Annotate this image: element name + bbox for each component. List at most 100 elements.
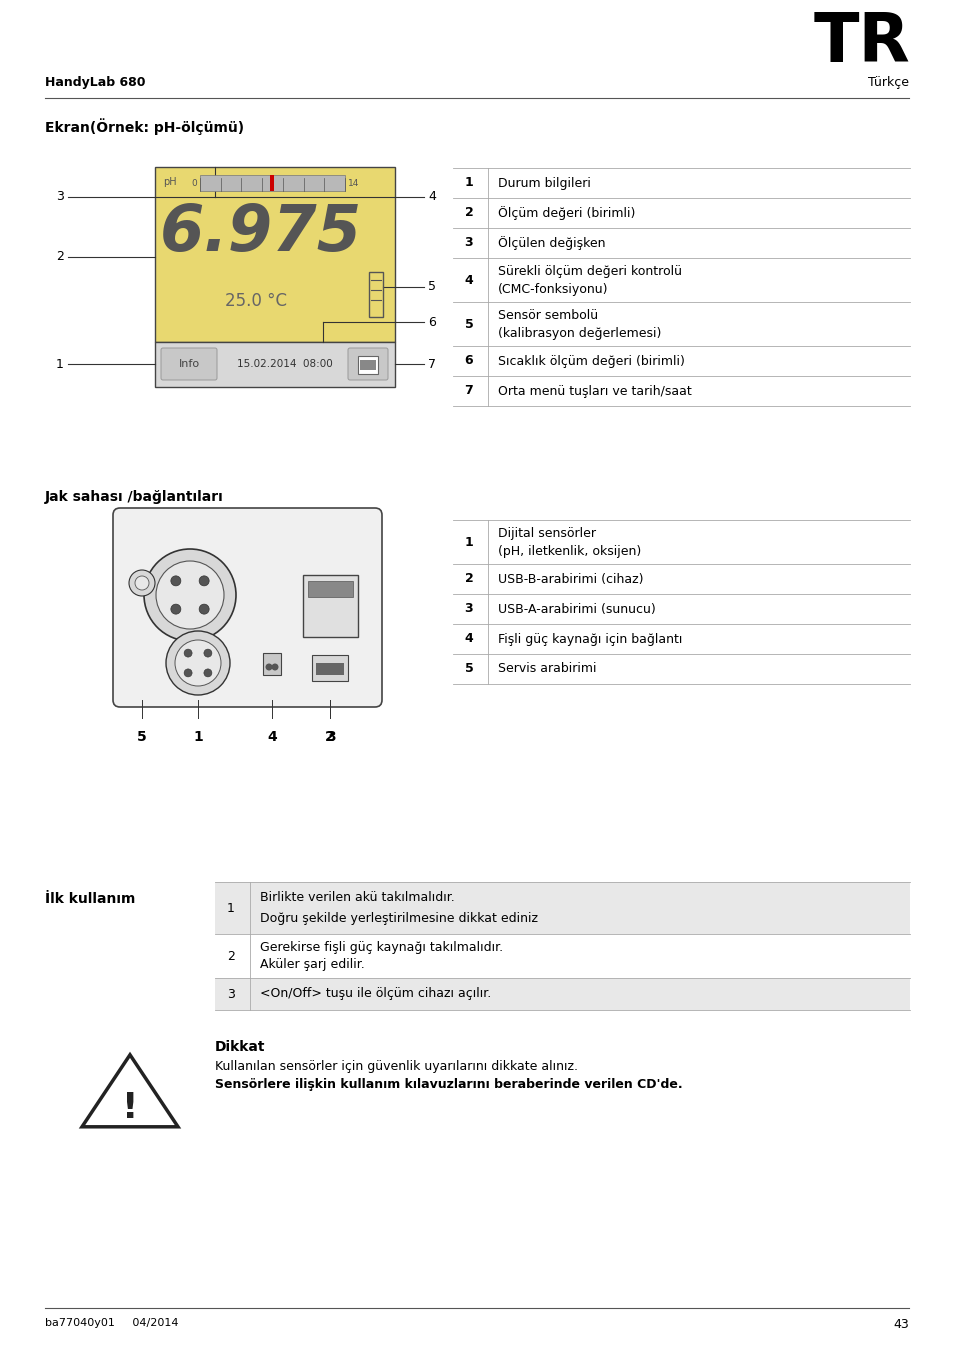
Text: Fişli güç kaynağı için bağlantı: Fişli güç kaynağı için bağlantı (497, 633, 681, 645)
Bar (303, 575, 357, 637)
Circle shape (204, 668, 212, 676)
Text: 2: 2 (56, 251, 64, 263)
Text: Ölçüm değeri (birimli): Ölçüm değeri (birimli) (497, 207, 635, 220)
Text: 43: 43 (892, 1318, 908, 1331)
Circle shape (199, 576, 209, 586)
Circle shape (265, 663, 273, 671)
Bar (270, 176, 274, 190)
Text: 7: 7 (464, 385, 473, 397)
Text: 1: 1 (227, 902, 234, 914)
Bar (359, 360, 375, 370)
Circle shape (135, 576, 149, 590)
Circle shape (166, 630, 230, 695)
Text: 4: 4 (428, 190, 436, 204)
Text: 6: 6 (428, 316, 436, 328)
Circle shape (184, 649, 192, 657)
FancyBboxPatch shape (112, 508, 381, 707)
Text: Info: Info (178, 359, 199, 369)
Text: 1: 1 (464, 177, 473, 189)
Text: TR: TR (812, 9, 909, 76)
Text: pH: pH (163, 177, 176, 188)
Text: Aküler şarj edilir.: Aküler şarj edilir. (260, 958, 364, 971)
Text: 0: 0 (191, 178, 196, 188)
Bar (263, 653, 281, 675)
Circle shape (144, 549, 235, 641)
Text: Kullanılan sensörler için güvenlik uyarılarını dikkate alınız.: Kullanılan sensörler için güvenlik uyarı… (214, 1060, 578, 1073)
Text: 4: 4 (464, 274, 473, 286)
Text: 5: 5 (137, 730, 147, 744)
Bar (200, 176, 345, 190)
Bar (369, 271, 382, 317)
Bar (312, 655, 348, 680)
Text: Ölçülen değişken: Ölçülen değişken (497, 236, 605, 250)
Text: (kalibrasyon değerlemesi): (kalibrasyon değerlemesi) (497, 327, 660, 340)
Text: 4: 4 (464, 633, 473, 645)
Bar (214, 977, 909, 1010)
Text: İlk kullanım: İlk kullanım (45, 892, 135, 906)
FancyBboxPatch shape (348, 348, 388, 379)
Circle shape (184, 668, 192, 676)
Text: 2: 2 (227, 949, 234, 963)
Text: Birlikte verilen akü takılmalıdır.: Birlikte verilen akü takılmalıdır. (260, 891, 455, 904)
Text: USB-B-arabirimi (cihaz): USB-B-arabirimi (cihaz) (497, 572, 643, 586)
Text: Ekran(Örnek: pH-ölçümü): Ekran(Örnek: pH-ölçümü) (45, 117, 244, 135)
Text: Sürekli ölçüm değeri kontrolü: Sürekli ölçüm değeri kontrolü (497, 265, 681, 278)
Text: Sıcaklık ölçüm değeri (birimli): Sıcaklık ölçüm değeri (birimli) (497, 355, 684, 367)
Text: USB-A-arabirimi (sunucu): USB-A-arabirimi (sunucu) (497, 602, 655, 616)
Text: 1: 1 (193, 730, 203, 744)
Text: (pH, iletkenlik, oksijen): (pH, iletkenlik, oksijen) (497, 545, 640, 558)
Text: 5: 5 (428, 281, 436, 293)
Circle shape (156, 562, 224, 629)
Text: 14: 14 (348, 178, 359, 188)
Text: 1: 1 (56, 358, 64, 370)
Text: Durum bilgileri: Durum bilgileri (497, 177, 590, 189)
Text: Sensörlere ilişkin kullanım kılavuzlarını beraberinde verilen CD'de.: Sensörlere ilişkin kullanım kılavuzların… (214, 1079, 682, 1091)
Text: Türkçe: Türkçe (867, 76, 908, 89)
Text: 6.975: 6.975 (159, 202, 361, 265)
Bar (308, 580, 353, 597)
Text: 5: 5 (464, 317, 473, 331)
Text: 3: 3 (56, 190, 64, 204)
Bar (154, 167, 395, 342)
Circle shape (129, 570, 154, 595)
Text: 5: 5 (464, 663, 473, 675)
Text: 6: 6 (464, 355, 473, 367)
Text: 1: 1 (464, 536, 473, 548)
Text: 7: 7 (428, 358, 436, 370)
Text: 2: 2 (464, 572, 473, 586)
Text: !: ! (122, 1091, 138, 1125)
Text: Sensör sembolü: Sensör sembolü (497, 309, 598, 321)
Circle shape (272, 663, 278, 671)
Text: 3: 3 (464, 236, 473, 250)
Text: Gerekirse fişli güç kaynağı takılmalıdır.: Gerekirse fişli güç kaynağı takılmalıdır… (260, 941, 502, 953)
Circle shape (174, 640, 221, 686)
Text: Dijital sensörler: Dijital sensörler (497, 526, 596, 540)
Text: 3: 3 (227, 987, 234, 1000)
FancyBboxPatch shape (161, 348, 216, 379)
Text: Doğru şekilde yerleştirilmesine dikkat ediniz: Doğru şekilde yerleştirilmesine dikkat e… (260, 911, 537, 925)
Text: 15.02.2014  08:00: 15.02.2014 08:00 (237, 359, 333, 369)
Circle shape (171, 605, 181, 614)
Text: 4: 4 (267, 730, 276, 744)
Bar (357, 356, 377, 374)
Text: Orta menü tuşları ve tarih/saat: Orta menü tuşları ve tarih/saat (497, 385, 691, 397)
Text: <On/Off> tuşu ile ölçüm cihazı açılır.: <On/Off> tuşu ile ölçüm cihazı açılır. (260, 987, 491, 1000)
Circle shape (171, 576, 181, 586)
Circle shape (204, 649, 212, 657)
Text: 2: 2 (325, 730, 335, 744)
Bar (315, 663, 344, 675)
Text: (CMC-fonksiyonu): (CMC-fonksiyonu) (497, 284, 608, 296)
Text: 25.0 °C: 25.0 °C (225, 292, 287, 311)
Text: ba77040y01     04/2014: ba77040y01 04/2014 (45, 1318, 178, 1328)
Bar (154, 342, 395, 387)
Text: 2: 2 (464, 207, 473, 220)
Polygon shape (82, 1054, 178, 1127)
Bar (214, 882, 909, 934)
Text: 3: 3 (464, 602, 473, 616)
Text: 3: 3 (325, 730, 335, 744)
Circle shape (199, 605, 209, 614)
Text: HandyLab 680: HandyLab 680 (45, 76, 146, 89)
Text: Jak sahası /bağlantıları: Jak sahası /bağlantıları (45, 490, 224, 504)
Text: Servis arabirimi: Servis arabirimi (497, 663, 596, 675)
Text: Dikkat: Dikkat (214, 1040, 265, 1054)
